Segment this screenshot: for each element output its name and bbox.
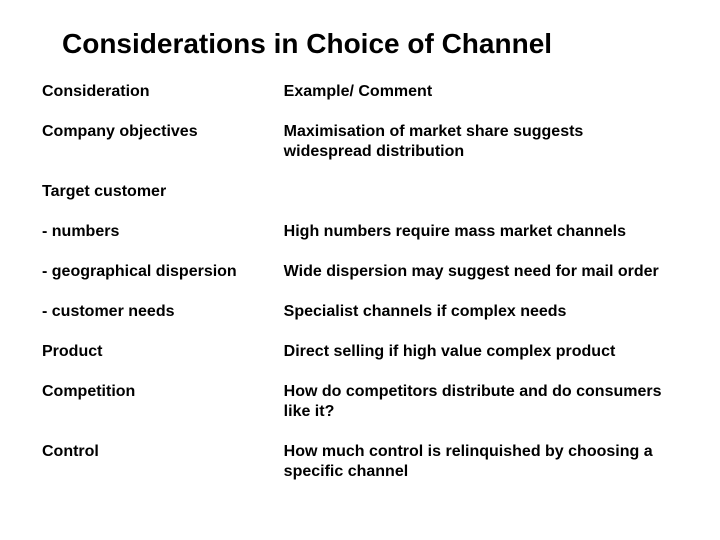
considerations-table: Consideration Example/ Comment Company o… — [42, 82, 678, 502]
cell-consideration: Competition — [42, 382, 284, 442]
slide-title: Considerations in Choice of Channel — [62, 28, 678, 60]
table-row: Target customer — [42, 182, 678, 222]
table-header-row: Consideration Example/ Comment — [42, 82, 678, 122]
cell-example: How do competitors distribute and do con… — [284, 382, 678, 442]
cell-consideration: - customer needs — [42, 302, 284, 342]
cell-example: Wide dispersion may suggest need for mai… — [284, 262, 678, 302]
table-row: - customer needs Specialist channels if … — [42, 302, 678, 342]
table-row: Product Direct selling if high value com… — [42, 342, 678, 382]
cell-example — [284, 182, 678, 222]
header-consideration: Consideration — [42, 82, 284, 122]
cell-example: Maximisation of market share suggests wi… — [284, 122, 678, 182]
cell-consideration: Company objectives — [42, 122, 284, 182]
cell-consideration: Product — [42, 342, 284, 382]
table-row: - numbers High numbers require mass mark… — [42, 222, 678, 262]
table-row: - geographical dispersion Wide dispersio… — [42, 262, 678, 302]
cell-example: How much control is relinquished by choo… — [284, 442, 678, 502]
cell-consideration: - geographical dispersion — [42, 262, 284, 302]
cell-consideration: - numbers — [42, 222, 284, 262]
cell-consideration: Target customer — [42, 182, 284, 222]
cell-example: High numbers require mass market channel… — [284, 222, 678, 262]
cell-consideration: Control — [42, 442, 284, 502]
slide: Considerations in Choice of Channel Cons… — [0, 0, 720, 540]
header-example: Example/ Comment — [284, 82, 678, 122]
cell-example: Specialist channels if complex needs — [284, 302, 678, 342]
table-row: Control How much control is relinquished… — [42, 442, 678, 502]
table-row: Competition How do competitors distribut… — [42, 382, 678, 442]
table-row: Company objectives Maximisation of marke… — [42, 122, 678, 182]
cell-example: Direct selling if high value complex pro… — [284, 342, 678, 382]
